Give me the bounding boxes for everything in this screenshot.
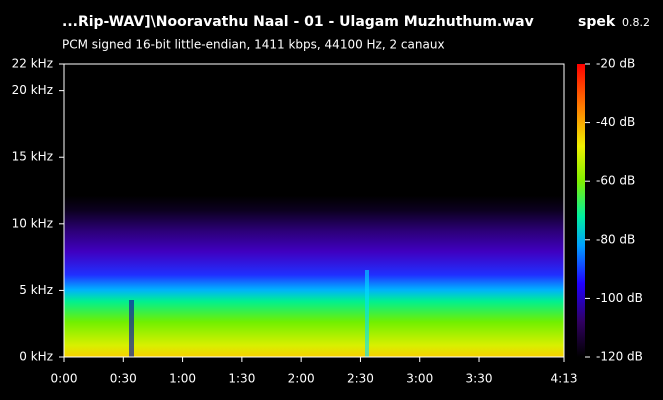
colorbar-tick-label: -40 dB (596, 115, 635, 129)
y-tick-label: 22 kHz (12, 57, 53, 71)
app-name: spek (578, 14, 616, 30)
y-tick-label: 15 kHz (12, 150, 53, 164)
file-title: ...Rip-WAV]\Nooravathu Naal - 01 - Ulaga… (62, 14, 534, 30)
subtitle: PCM signed 16-bit little-endian, 1411 kb… (62, 38, 445, 52)
colorbar (577, 64, 585, 357)
colorbar-tick-label: -60 dB (596, 174, 635, 188)
x-tick-label: 3:00 (406, 372, 433, 386)
colorbar-tick-label: -80 dB (596, 232, 635, 246)
x-tick-label: 0:30 (110, 372, 137, 386)
x-tick-label: 4:13 (551, 372, 578, 386)
spectrogram-image (64, 64, 564, 357)
y-tick-label: 5 kHz (19, 283, 53, 297)
colorbar-tick-label: -100 dB (596, 291, 643, 305)
x-tick-label: 2:00 (288, 372, 315, 386)
plot-frame (63, 63, 565, 358)
y-tick-label: 10 kHz (12, 216, 53, 230)
y-tick-label: 0 kHz (19, 350, 53, 364)
spectrogram-streak (365, 270, 369, 357)
colorbar-tick-label: -120 dB (596, 350, 643, 364)
spectrogram-dip (129, 300, 134, 357)
x-tick-label: 1:30 (228, 372, 255, 386)
colorbar-tick-label: -20 dB (596, 57, 635, 71)
x-tick-label: 0:00 (51, 372, 78, 386)
x-tick-label: 1:00 (169, 372, 196, 386)
spectrogram (64, 64, 564, 357)
x-tick-label: 3:30 (466, 372, 493, 386)
app-version: 0.8.2 (622, 16, 650, 29)
x-tick-label: 2:30 (347, 372, 374, 386)
y-tick-label: 20 kHz (12, 83, 53, 97)
